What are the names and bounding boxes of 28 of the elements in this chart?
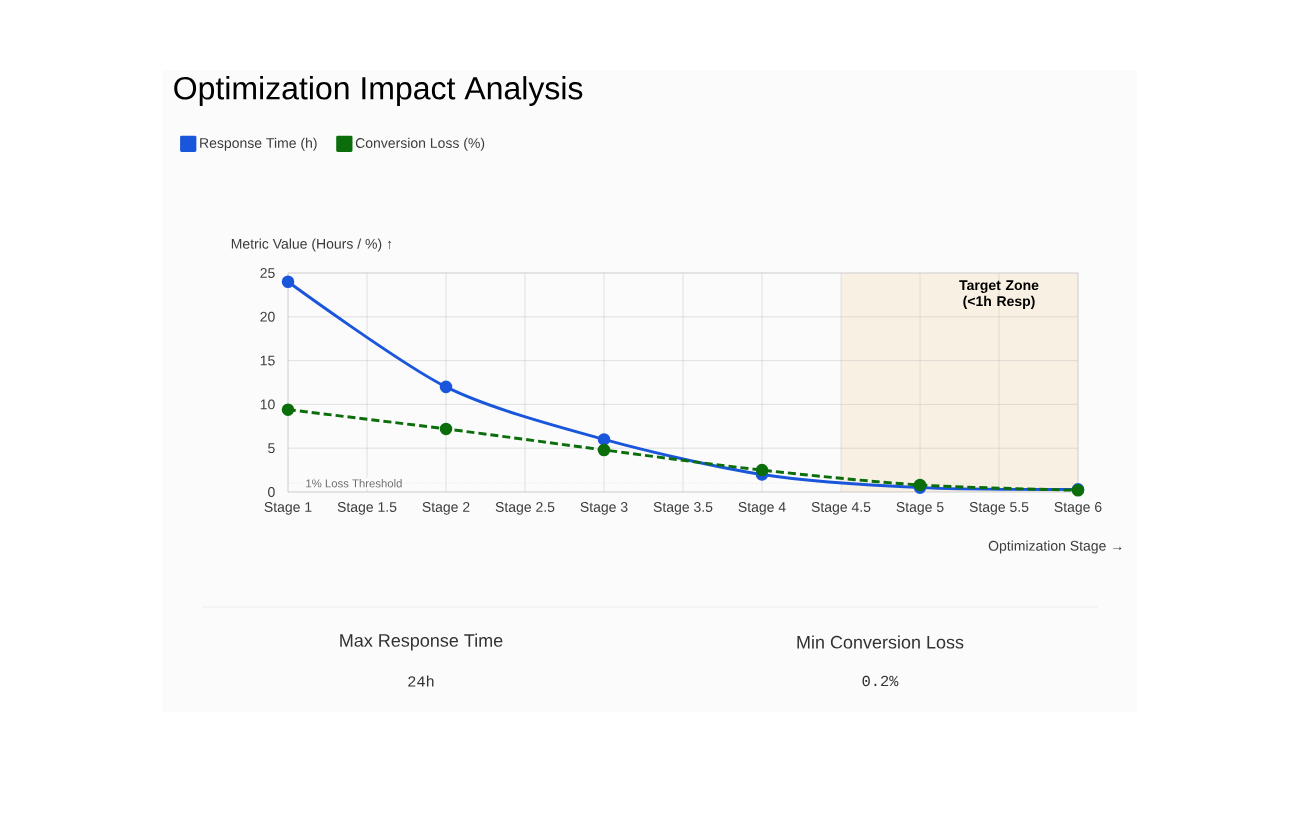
x-tick-label: Stage 4	[738, 502, 786, 515]
x-tick-label: Stage 2	[422, 502, 470, 515]
y-tick-label: 20	[260, 311, 275, 322]
text: 0.2%	[862, 675, 899, 687]
x-tick-label: Stage 2.5	[495, 502, 555, 515]
x-tick-label: Stage 3.5	[653, 502, 713, 515]
x-tick-label: Stage 1	[264, 502, 312, 515]
y-tick-label: 0	[268, 487, 275, 497]
chart-title: Optimization Impact Analysis	[174, 76, 583, 106]
x-axis-title: Optimization Stage →	[988, 540, 1122, 554]
legend-label: Conversion Loss (%)	[355, 137, 485, 151]
band-label: Target Zone (<1h Resp)	[959, 280, 1039, 309]
ref-line-label: 1% Loss Threshold	[306, 479, 402, 488]
y-tick-label: 10	[260, 399, 275, 410]
y-tick-label: 15	[260, 355, 275, 366]
text: 24h	[408, 675, 434, 687]
x-tick-label: Stage 6	[1054, 502, 1102, 515]
y-axis-title: Metric Value (Hours / %) ↑	[231, 238, 392, 252]
text: Min Conversion Loss	[797, 635, 964, 649]
legend-label: Response Time (h)	[200, 137, 317, 151]
x-tick-label: Stage 1.5	[337, 502, 397, 515]
text: Max Response Time	[340, 633, 503, 651]
x-tick-label: Stage 5.5	[969, 502, 1029, 515]
x-tick-label: Stage 4.5	[811, 502, 871, 515]
y-tick-label: 25	[260, 268, 275, 278]
y-tick-label: 5	[268, 443, 275, 454]
x-tick-label: Stage 5	[896, 502, 944, 515]
x-tick-label: Stage 3	[580, 502, 628, 515]
